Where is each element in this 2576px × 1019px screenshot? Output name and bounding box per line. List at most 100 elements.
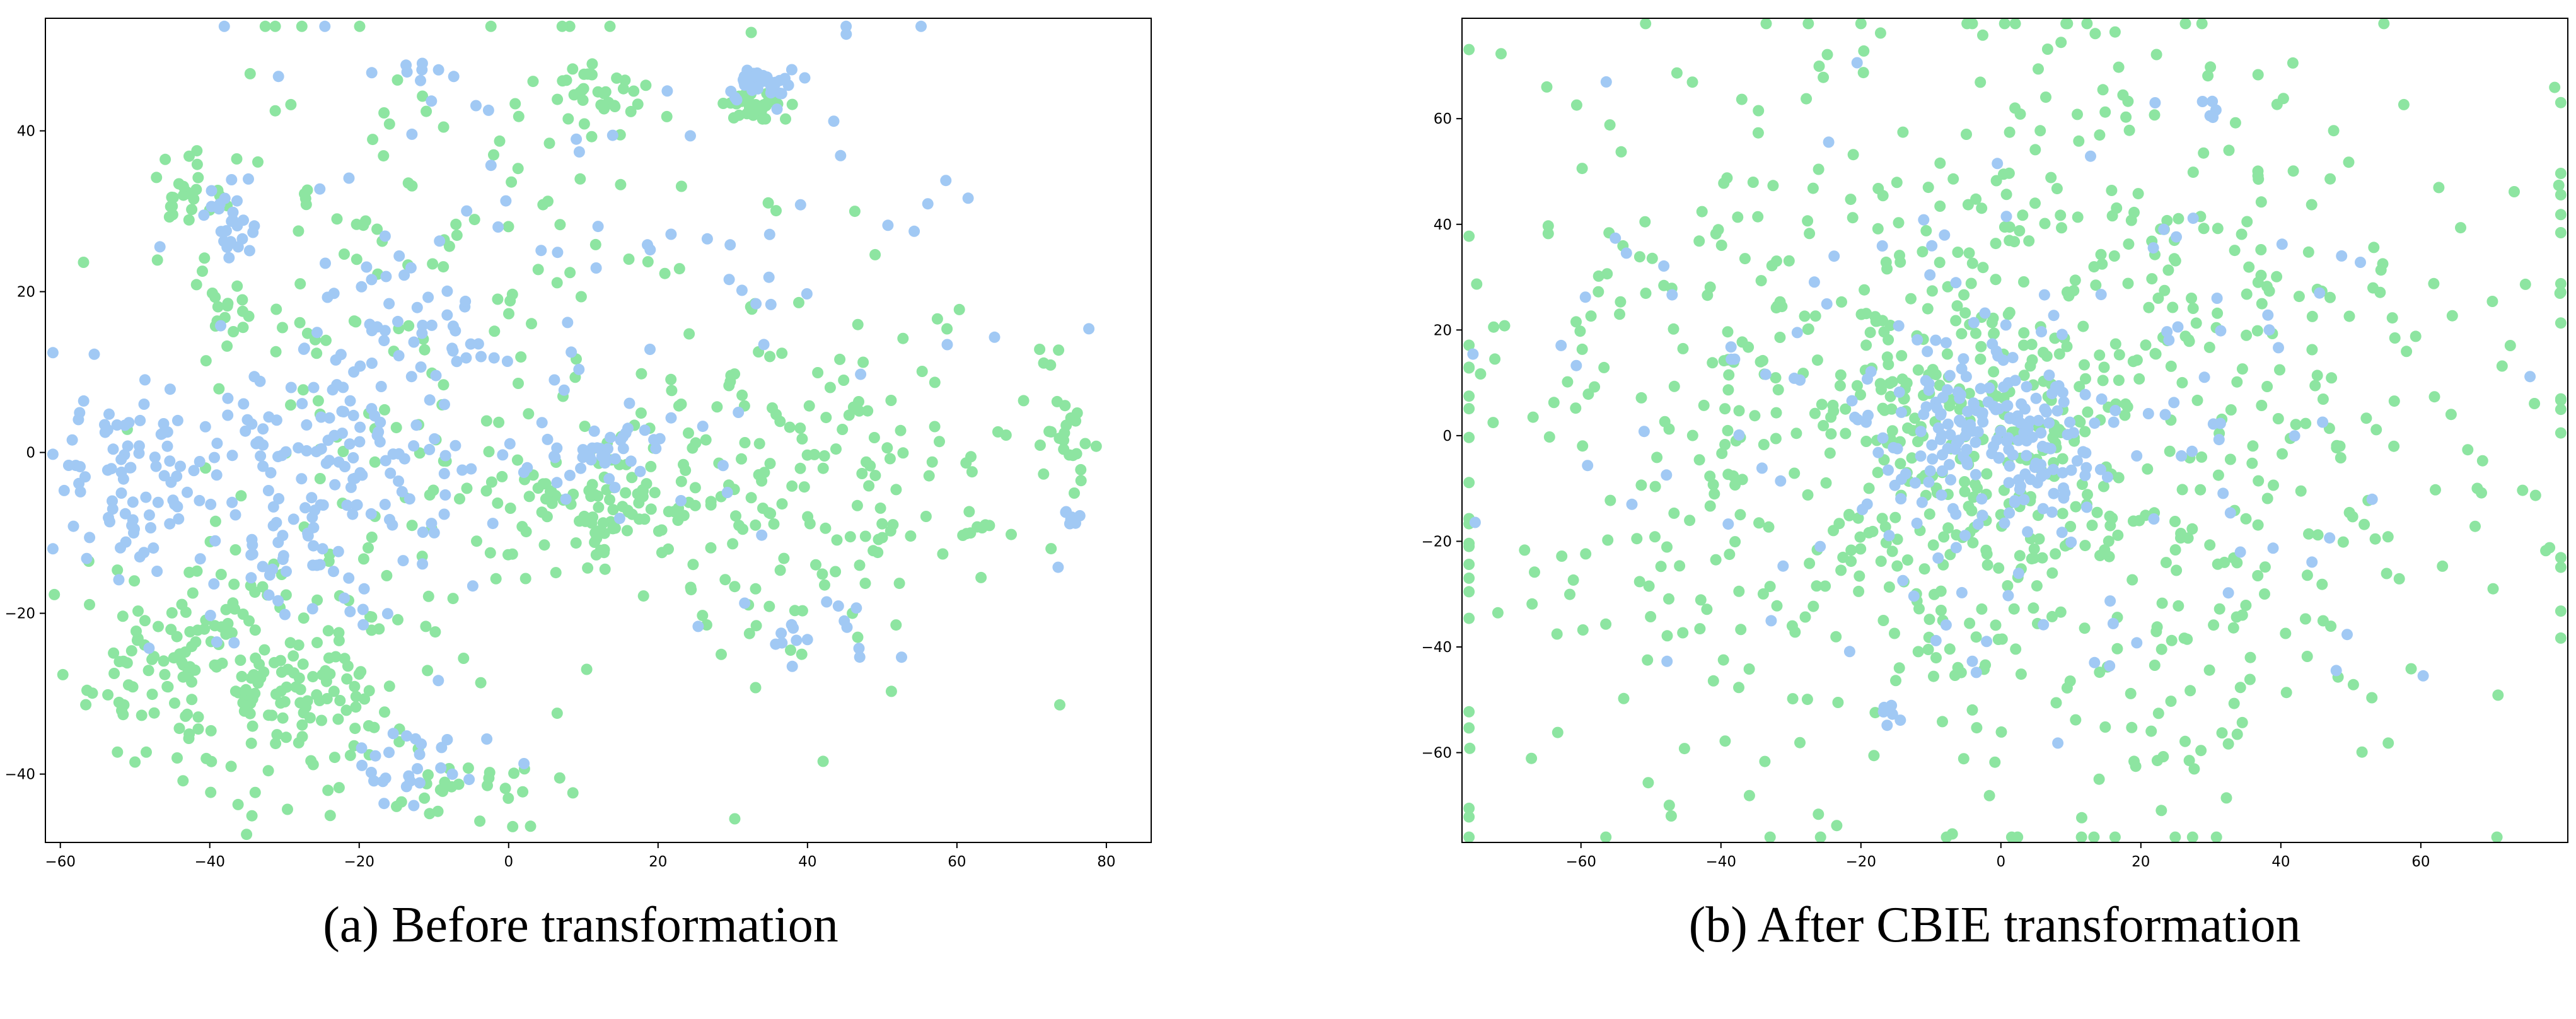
data-point-blue [1916, 496, 1928, 508]
data-point-green [1069, 487, 1080, 499]
data-point-green [1912, 364, 1924, 376]
data-point-green [183, 214, 195, 226]
data-point-green [2517, 484, 2529, 496]
data-point-green [856, 468, 868, 479]
data-point-blue [393, 448, 405, 460]
data-point-green [1938, 531, 1950, 543]
data-point-blue [2089, 656, 2101, 668]
data-point-blue [757, 69, 769, 81]
data-point-green [2121, 401, 2133, 413]
data-point-blue [366, 274, 378, 286]
data-point-green [2555, 189, 2567, 201]
data-point-green [141, 746, 152, 758]
data-point-green [1564, 588, 1575, 600]
data-point-green [2029, 197, 2041, 209]
data-point-green [1764, 831, 1776, 843]
data-point-green [1499, 320, 1511, 332]
data-point-green [1843, 509, 1855, 520]
data-point-green [480, 415, 492, 427]
data-point-green [1909, 412, 1921, 424]
data-point-blue [1968, 397, 1980, 409]
data-point-blue [738, 71, 750, 83]
data-point-green [1604, 119, 1616, 131]
data-point-green [1686, 429, 1698, 441]
data-point-blue [896, 651, 907, 663]
data-point-green [1071, 407, 1083, 419]
data-point-blue [1953, 434, 1965, 446]
data-point-blue [2059, 487, 2071, 499]
data-point-blue [247, 548, 258, 560]
data-point-blue [383, 298, 395, 310]
data-point-blue [410, 733, 422, 745]
data-point-blue [428, 527, 440, 539]
data-point-green [2113, 61, 2125, 73]
data-point-green [2476, 455, 2488, 467]
data-point-green [574, 173, 586, 185]
data-point-blue [661, 85, 673, 97]
data-point-green [2162, 264, 2174, 276]
data-point-green [2039, 218, 2051, 230]
data-point-blue [1975, 383, 1987, 395]
data-point-blue [644, 344, 656, 355]
data-point-green [2050, 548, 2062, 560]
data-point-green [756, 475, 768, 487]
data-point-blue [606, 129, 618, 141]
data-point-blue [854, 651, 866, 663]
data-point-green [344, 749, 356, 761]
data-point-green [1966, 704, 1978, 716]
data-point-green [297, 658, 309, 670]
data-point-blue [301, 419, 313, 431]
data-point-green [166, 201, 178, 212]
data-point-blue [2171, 231, 2182, 243]
data-point-green [2343, 310, 2355, 322]
data-point-green [213, 383, 225, 395]
data-point-green [2401, 346, 2413, 358]
data-point-blue [2142, 408, 2154, 419]
data-point-blue [171, 501, 183, 513]
data-point-green [604, 494, 615, 506]
data-point-green [1877, 315, 1888, 327]
data-point-green [2555, 209, 2567, 221]
data-point-blue [386, 519, 398, 531]
data-point-blue [343, 172, 355, 184]
data-point-green [2428, 277, 2440, 289]
data-point-green [2306, 199, 2318, 211]
data-point-green [1732, 211, 1744, 223]
data-point-blue [1945, 474, 1957, 486]
data-point-green [1970, 631, 1982, 643]
data-point-green [1764, 581, 1776, 593]
data-point-blue [1083, 323, 1095, 335]
data-point-green [158, 655, 170, 667]
data-point-blue [769, 78, 780, 90]
data-point-green [1845, 556, 1857, 568]
data-point-green [2074, 416, 2086, 428]
data-point-blue [573, 146, 585, 158]
data-point-blue [223, 252, 235, 264]
data-point-green [2184, 685, 2196, 697]
data-point-green [2256, 400, 2268, 411]
data-point-green [2246, 457, 2258, 469]
data-point-blue [1852, 414, 1864, 426]
data-point-green [1495, 48, 1507, 60]
data-point-green [525, 820, 537, 832]
data-point-green [496, 470, 508, 482]
x-tick-label: 40 [798, 854, 816, 870]
data-point-green [2024, 360, 2036, 372]
data-point-blue [315, 411, 327, 423]
data-point-green [577, 94, 589, 106]
data-point-blue [1970, 469, 1981, 480]
data-point-blue [465, 338, 477, 350]
data-point-green [2091, 506, 2103, 518]
data-point-blue [2109, 405, 2121, 416]
data-point-green [2299, 613, 2311, 625]
data-point-green [1752, 211, 1764, 223]
data-point-blue [99, 419, 110, 431]
data-point-green [312, 395, 324, 407]
data-point-green [1635, 479, 1647, 491]
data-point-green [131, 626, 142, 637]
data-point-blue [2052, 737, 2064, 749]
data-point-blue [1947, 503, 1959, 515]
data-point-green [776, 498, 788, 510]
data-point-blue [1666, 289, 1678, 301]
data-point-green [1942, 522, 1954, 534]
